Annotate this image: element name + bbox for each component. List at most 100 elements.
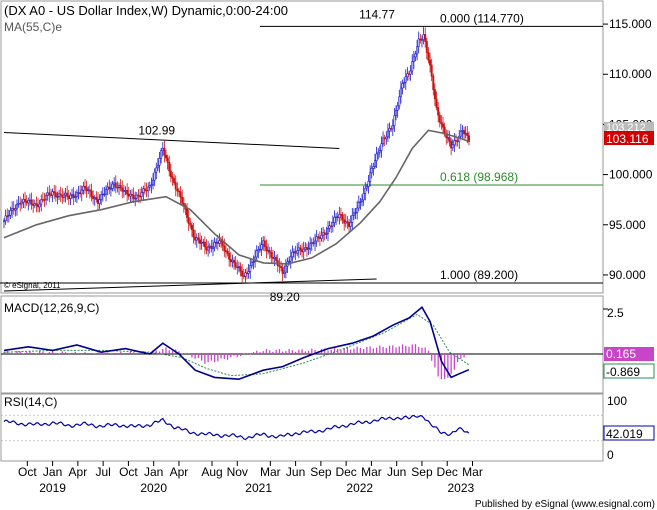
candle-body bbox=[229, 258, 232, 263]
candle-body bbox=[187, 217, 190, 224]
candle-body bbox=[456, 140, 459, 142]
macd-indicator-label: MACD(12,26,9,C) bbox=[4, 301, 99, 315]
candle-body bbox=[161, 147, 164, 151]
candle-body bbox=[302, 248, 305, 253]
price-axis-tick-label: 100.000 bbox=[609, 168, 653, 182]
candle-body bbox=[205, 246, 208, 251]
candle-body bbox=[109, 188, 112, 190]
candle-body bbox=[218, 240, 221, 244]
candle-body bbox=[236, 266, 239, 269]
month-tick-label: Mar bbox=[260, 465, 281, 479]
candle-body bbox=[372, 166, 375, 169]
year-tick-label: 2021 bbox=[245, 481, 272, 495]
candle-body bbox=[383, 137, 386, 140]
candle-body bbox=[129, 193, 132, 197]
trendline bbox=[3, 131, 340, 150]
candle-body bbox=[32, 203, 35, 206]
candle-body bbox=[401, 83, 404, 89]
candle-body bbox=[11, 208, 14, 211]
candle-body bbox=[301, 249, 304, 253]
candle-body bbox=[258, 248, 261, 251]
time-axis: Oct Jan Apr Jul Oct Jan Apr Aug Nov Mar Jun Sep Dec M… bbox=[18, 461, 483, 495]
candle-body bbox=[341, 214, 344, 221]
candle-body bbox=[419, 38, 422, 41]
candle-body bbox=[64, 192, 67, 196]
candle-body bbox=[271, 257, 274, 259]
candle-body bbox=[386, 130, 389, 138]
candle-body bbox=[126, 189, 129, 195]
candle-body bbox=[406, 73, 409, 78]
candle-body bbox=[6, 215, 9, 217]
month-tick-label: Jan bbox=[144, 465, 163, 479]
candle-body bbox=[289, 256, 292, 262]
candle-body bbox=[339, 213, 342, 216]
candle-body bbox=[90, 190, 93, 197]
rsi-indicator-label: RSI(14,C) bbox=[4, 395, 57, 409]
candle-body bbox=[202, 241, 205, 244]
candle-body bbox=[359, 201, 362, 203]
candle-body bbox=[177, 190, 180, 193]
candle-body bbox=[305, 247, 308, 250]
candle-body bbox=[385, 136, 388, 140]
candle-body bbox=[380, 143, 383, 151]
candle-body bbox=[132, 194, 135, 200]
price-annotation: 89.20 bbox=[270, 290, 300, 304]
candle-body bbox=[49, 194, 52, 196]
candle-body bbox=[364, 187, 367, 194]
candle-body bbox=[349, 222, 352, 227]
candle-body bbox=[106, 186, 109, 190]
candle-body bbox=[317, 236, 320, 238]
candle-body bbox=[85, 187, 88, 192]
candle-body bbox=[17, 203, 20, 205]
candle-body bbox=[393, 115, 396, 127]
candle-body bbox=[165, 154, 168, 159]
candle-body bbox=[369, 172, 372, 182]
candle-body bbox=[318, 236, 321, 239]
candle-body bbox=[15, 203, 18, 210]
candle-body bbox=[262, 240, 265, 245]
candle-body bbox=[101, 193, 104, 196]
candle-body bbox=[391, 125, 394, 130]
candle-body bbox=[53, 191, 56, 194]
candle-body bbox=[203, 241, 206, 248]
candle-body bbox=[430, 64, 433, 77]
candle-body bbox=[163, 147, 166, 156]
candle-body bbox=[268, 250, 271, 253]
candle-body bbox=[226, 250, 229, 254]
candle-body bbox=[113, 182, 116, 185]
candle-body bbox=[365, 186, 368, 189]
candle-body bbox=[328, 225, 331, 229]
candle-body bbox=[27, 200, 30, 204]
candle-body bbox=[118, 185, 121, 188]
candle-body bbox=[98, 199, 101, 204]
candle-body bbox=[352, 212, 355, 216]
candle-body bbox=[260, 244, 263, 250]
candle-body bbox=[367, 180, 370, 187]
candle-body bbox=[250, 261, 253, 266]
candle-body bbox=[58, 193, 61, 197]
candle-body bbox=[72, 194, 75, 198]
macd-value-label: -0.869 bbox=[606, 365, 640, 379]
candle-body bbox=[297, 247, 300, 252]
candle-body bbox=[166, 157, 169, 163]
macd-tick-label: 2.5 bbox=[607, 306, 624, 320]
candle-body bbox=[62, 194, 65, 198]
ma-indicator-label: MA(55,C)e bbox=[4, 20, 62, 34]
candle-body bbox=[111, 183, 114, 189]
candle-body bbox=[12, 208, 15, 211]
candle-body bbox=[105, 189, 108, 195]
fib-level-label: 0.000 (114.770) bbox=[440, 11, 524, 25]
candle-body bbox=[398, 96, 401, 107]
candle-body bbox=[61, 194, 64, 198]
candle-body bbox=[454, 140, 457, 142]
candle-body bbox=[121, 187, 124, 192]
month-tick-label: Jun bbox=[286, 465, 305, 479]
candle-body bbox=[373, 160, 376, 167]
month-tick-label: Oct bbox=[119, 465, 138, 479]
candle-body bbox=[275, 256, 278, 261]
candle-body bbox=[210, 245, 213, 249]
candle-body bbox=[156, 165, 159, 169]
candle-body bbox=[338, 213, 341, 219]
candle-body bbox=[7, 214, 10, 217]
